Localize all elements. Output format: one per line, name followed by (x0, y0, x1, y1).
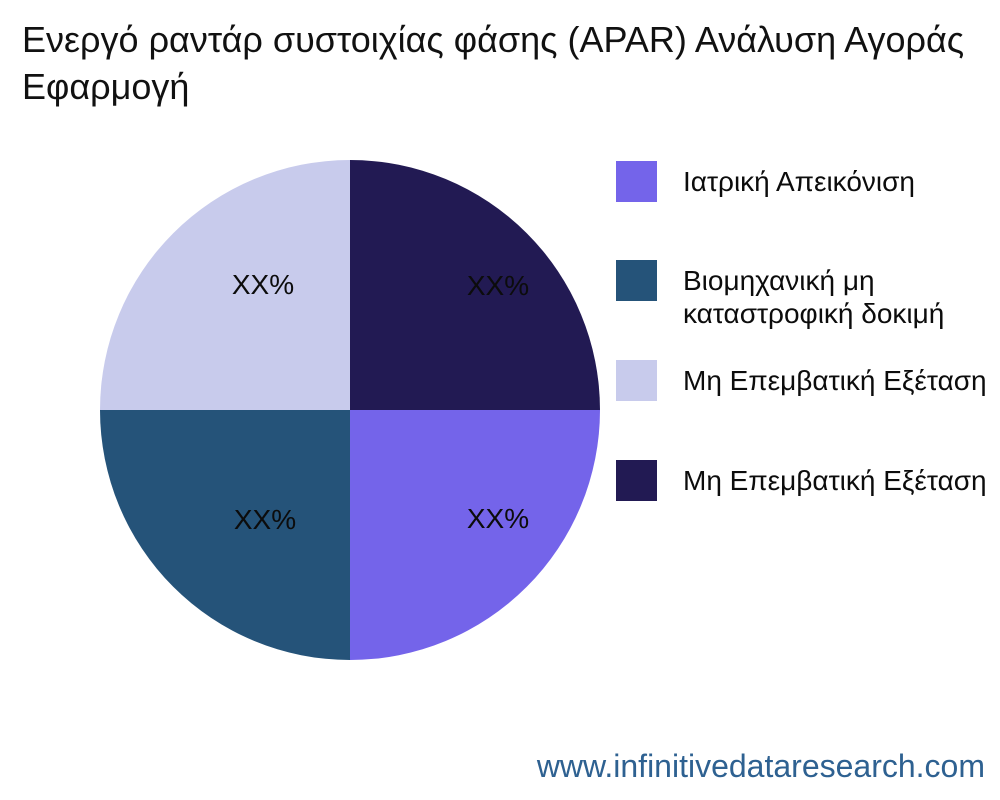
pie-slice-1 (100, 410, 350, 660)
pie-svg (100, 160, 600, 660)
legend-label: Μη Επεμβατική Εξέταση (683, 365, 987, 396)
pie-slice-0 (350, 410, 600, 660)
legend-swatch-icon (616, 460, 657, 501)
chart-title: Ενεργό ραντάρ συστοιχίας φάσης (APAR) Αν… (22, 16, 964, 110)
chart-title-line-1: Ενεργό ραντάρ συστοιχίας φάσης (APAR) Αν… (22, 19, 965, 60)
legend-label: Ιατρική Απεικόνιση (683, 166, 915, 197)
slice-percent-label: XX% (231, 269, 295, 300)
pie-slice-2 (100, 160, 350, 410)
chart-title-line-2: Εφαρμογή (22, 66, 190, 107)
legend-label: Βιομηχανική μη καταστροφική δοκιμή (683, 265, 945, 329)
slice-percent-label: XX% (466, 503, 530, 534)
slice-percent-label: XX% (466, 270, 530, 301)
legend-swatch-icon (616, 161, 657, 202)
legend-swatch-icon (616, 260, 657, 301)
pie-chart: XX% XX% XX% XX% (100, 160, 600, 660)
legend-swatch-icon (616, 360, 657, 401)
footer-url: www.infinitivedataresearch.com (536, 748, 985, 784)
pie-slice-3 (350, 160, 600, 410)
legend-label: Μη Επεμβατική Εξέταση (683, 465, 987, 496)
slice-percent-label: XX% (233, 504, 297, 535)
